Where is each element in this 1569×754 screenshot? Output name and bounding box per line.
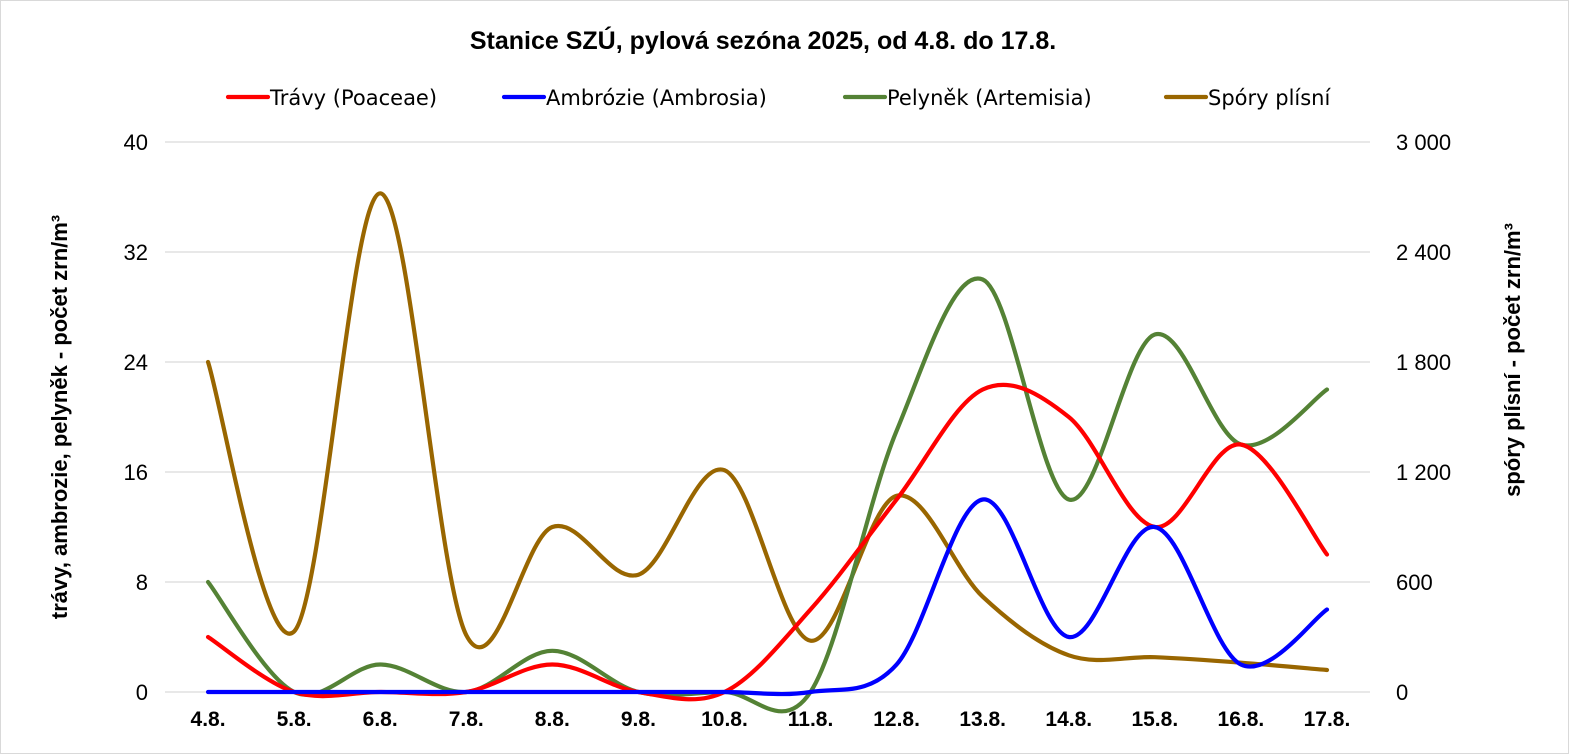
x-tick-label: 4.8. [191,708,226,731]
left-tick-label: 8 [136,570,148,595]
x-tick-label: 14.8. [1045,708,1092,731]
legend: Trávy (Poaceae) Ambrózie (Ambrosia) Pelyně… [225,86,1331,110]
x-tick-label: 6.8. [363,708,398,731]
chart-title: Stanice SZÚ, pylová sezóna 2025, od 4.8.… [470,25,1056,55]
x-tick-label: 17.8. [1304,708,1351,731]
left-axis-label: trávy, ambrozie, pelyněk - počet zrn/m³ [47,215,72,619]
series-line-2 [205,497,1330,697]
x-tick-label: 10.8. [701,708,748,731]
x-tick-label: 8.8. [535,708,570,731]
x-tick-label: 16.8. [1218,708,1265,731]
right-tick-label: 1 800 [1396,350,1451,375]
x-tick-label: 9.8. [621,708,656,731]
x-tick-label: 15.8. [1131,708,1178,731]
right-tick-label: 3 000 [1396,130,1451,155]
series-line-4 [205,191,1330,673]
legend-label: Ambrózie (Ambrosia) [546,86,767,110]
right-axis-ticks: 0 600 1 200 1 800 2 400 3 000 [1396,130,1451,705]
right-tick-label: 0 [1396,680,1408,705]
left-tick-label: 24 [124,350,148,375]
right-tick-label: 1 200 [1396,460,1451,485]
series-line-3 [205,276,1330,714]
x-tick-label: 7.8. [449,708,484,731]
right-tick-label: 600 [1396,570,1433,595]
left-tick-label: 32 [124,240,148,265]
series-lines [205,191,1330,714]
legend-label: Trávy (Poaceae) [269,86,437,110]
left-tick-label: 40 [124,130,148,155]
legend-label: Spóry plísní [1208,86,1331,110]
x-tick-label: 11.8. [788,708,834,731]
legend-label: Pelyněk (Artemisia) [887,86,1092,110]
right-tick-label: 2 400 [1396,240,1451,265]
right-axis-label: spóry plísní - počet zrn/m³ [1500,223,1525,497]
x-axis-ticks: 4.8. 5.8. 6.8. 7.8. 8.8. 9.8. 10.8. 11.8. 12.8. 1… [191,708,1351,731]
x-tick-label: 13.8. [959,708,1006,731]
x-tick-label: 12.8. [873,708,920,731]
left-tick-label: 16 [124,460,148,485]
gridlines [165,141,1370,693]
left-tick-label: 0 [136,680,148,705]
x-tick-label: 5.8. [277,708,312,731]
left-axis-ticks: 0 8 16 24 32 40 [124,130,148,705]
